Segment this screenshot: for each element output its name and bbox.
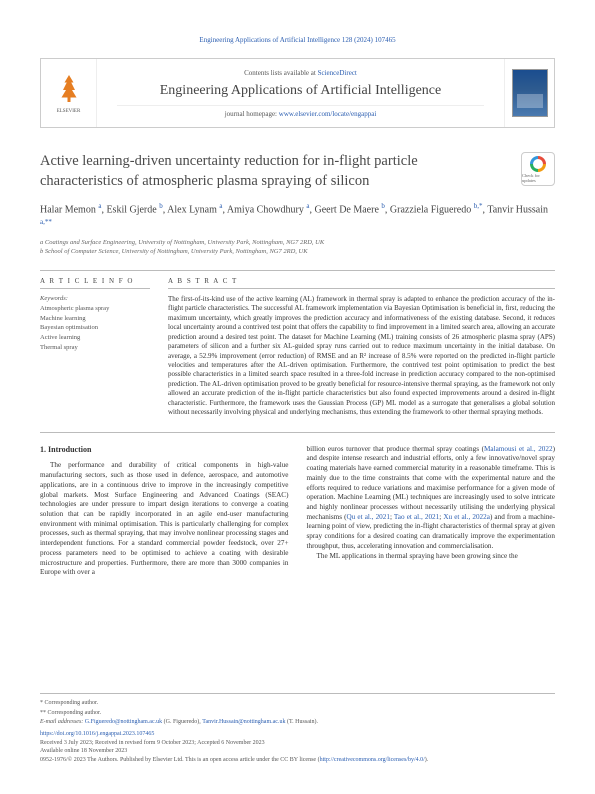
email-line: E-mail addresses: G.Figueredo@nottingham… <box>40 718 555 726</box>
intro-para-2: billion euros turnover that produce ther… <box>307 445 556 552</box>
check-updates-label: Check for updates <box>522 173 554 183</box>
intro-para-1: The performance and durability of critic… <box>40 461 289 578</box>
doi-link[interactable]: https://doi.org/10.1016/j.engappai.2023.… <box>40 731 154 737</box>
available-line: Available online 18 November 2023 <box>40 747 555 755</box>
affiliations: a Coatings and Surface Engineering, Univ… <box>40 238 555 256</box>
publisher-logo: ELSEVIER <box>41 59 97 127</box>
article-title: Active learning-driven uncertainty reduc… <box>40 152 521 191</box>
article-info-panel: A R T I C L E I N F O Keywords: Atmosphe… <box>40 271 150 418</box>
received-line: Received 3 July 2023; Received in revise… <box>40 739 555 747</box>
header-reference: Engineering Applications of Artificial I… <box>40 36 555 44</box>
homepage-link[interactable]: www.elsevier.com/locate/engappai <box>279 110 377 118</box>
intro-heading: 1. Introduction <box>40 445 289 456</box>
crossmark-icon <box>530 156 546 172</box>
affiliation-b: b School of Computer Science, University… <box>40 247 555 256</box>
email-2[interactable]: Tanvir.Hussain@nottingham.ac.uk <box>202 719 285 725</box>
homepage-label: journal homepage: <box>225 110 277 118</box>
check-updates-badge[interactable]: Check for updates <box>521 152 555 186</box>
intro-para-3: The ML applications in thermal spraying … <box>307 552 556 562</box>
abstract-panel: A B S T R A C T The first-of-its-kind us… <box>168 271 555 418</box>
elsevier-tree-icon <box>53 72 85 108</box>
homepage-line: journal homepage: www.elsevier.com/locat… <box>117 105 484 118</box>
email-1[interactable]: G.Figueredo@nottingham.ac.uk <box>85 719 162 725</box>
keywords-label: Keywords: <box>40 295 150 302</box>
page-footer: * Corresponding author. ** Corresponding… <box>40 693 555 764</box>
abstract-heading: A B S T R A C T <box>168 277 555 289</box>
email-2-name: (T. Hussain). <box>287 719 318 725</box>
article-info-heading: A R T I C L E I N F O <box>40 277 150 289</box>
email-label: E-mail addresses: <box>40 719 83 725</box>
affiliation-a: a Coatings and Surface Engineering, Univ… <box>40 238 555 247</box>
journal-cover <box>504 59 554 127</box>
keywords-list: Atmospheric plasma sprayMachine learning… <box>40 304 150 353</box>
copyright-a: 0952-1976/© 2023 The Authors. Published … <box>40 757 320 763</box>
corr-2: ** Corresponding author. <box>40 709 555 717</box>
journal-info: Contents lists available at ScienceDirec… <box>97 59 504 127</box>
introduction-section: 1. Introduction The performance and dura… <box>40 432 555 578</box>
journal-name: Engineering Applications of Artificial I… <box>97 83 504 99</box>
corr-1: * Corresponding author. <box>40 699 555 707</box>
contents-line: Contents lists available at ScienceDirec… <box>97 69 504 77</box>
cover-image <box>512 69 548 117</box>
copyright-b: ). <box>425 757 429 763</box>
authors-list: Halar Memon a, Eskil Gjerde b, Alex Lyna… <box>40 201 555 234</box>
publisher-name: ELSEVIER <box>57 109 81 114</box>
abstract-text: The first-of-its-kind use of the active … <box>168 295 555 418</box>
contents-text: Contents lists available at <box>244 69 316 77</box>
copyright-line: 0952-1976/© 2023 The Authors. Published … <box>40 756 555 764</box>
license-link[interactable]: http://creativecommons.org/licenses/by/4… <box>320 757 425 763</box>
email-1-name: (G. Figueredo), <box>164 719 201 725</box>
sciencedirect-link[interactable]: ScienceDirect <box>318 69 357 77</box>
journal-header: ELSEVIER Contents lists available at Sci… <box>40 58 555 128</box>
